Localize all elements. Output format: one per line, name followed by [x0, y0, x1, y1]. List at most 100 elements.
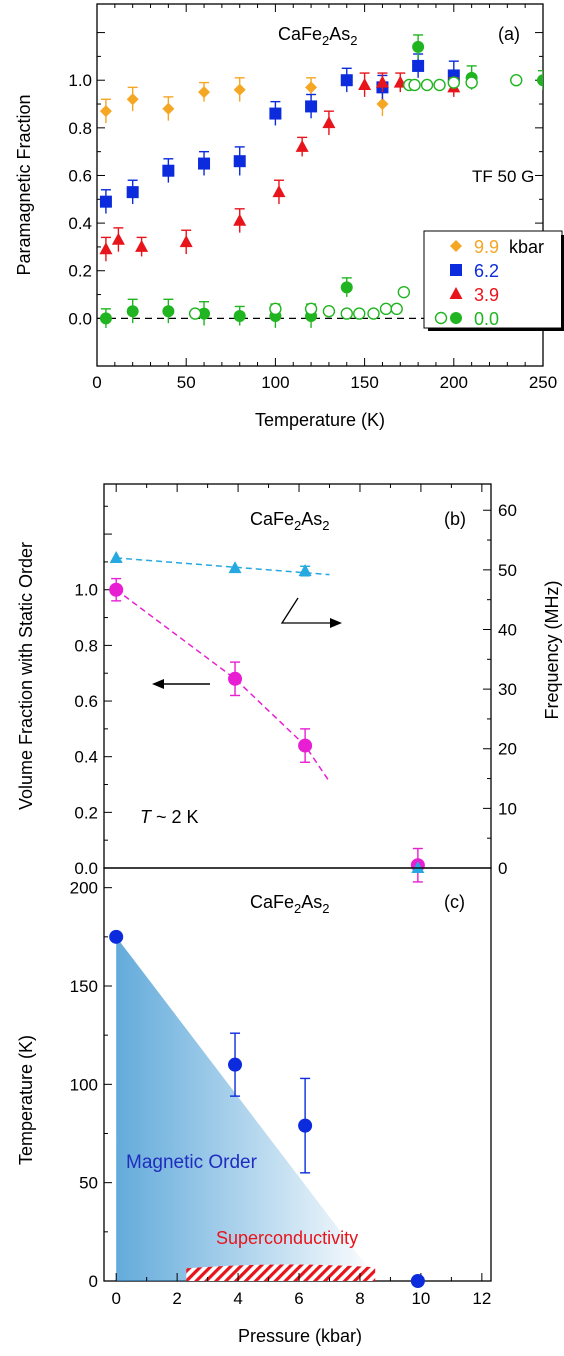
data-point [135, 239, 149, 252]
series-1 [99, 53, 460, 214]
data-point [353, 307, 366, 320]
legend-marker [449, 287, 463, 299]
y-tick-label: 0.0 [74, 859, 98, 878]
panel-b-ylabel-left: Volume Fraction with Static Order [16, 542, 36, 810]
data-point [465, 76, 478, 89]
y-tick-label-right: 10 [498, 799, 517, 818]
y-tick-label: 1.0 [68, 71, 92, 90]
data-point [99, 105, 112, 118]
x-tick-label: 4 [233, 1289, 242, 1308]
data-point [111, 232, 125, 245]
panel-c-ylabel: Temperature (K) [16, 1035, 36, 1165]
x-tick-label: 200 [440, 373, 468, 392]
y-tick-label: 50 [79, 1174, 98, 1193]
panel-a: 0 50 100 150 200 250 0.0 0.2 0.4 0.6 0.8 1.0 CaFe2A… [14, 3, 564, 430]
data-point [198, 157, 211, 170]
left-axis-arrow [152, 679, 210, 689]
data-point [537, 74, 543, 87]
data-point [233, 309, 246, 322]
data-point [228, 671, 243, 686]
data-point [126, 186, 139, 199]
y-tick-label: 0.2 [68, 262, 92, 281]
panel-a-frame [96, 3, 544, 367]
data-point [109, 929, 124, 944]
legend-marker [450, 264, 462, 276]
magnetic-order-label: Magnetic Order [126, 1152, 258, 1173]
y-tick-label-right: 60 [498, 501, 517, 520]
data-point [340, 281, 353, 294]
series-2 [99, 72, 461, 262]
x-tick-label: 10 [411, 1289, 430, 1308]
data-point [410, 1274, 425, 1288]
x-tick-label: 8 [355, 1289, 364, 1308]
panel-a-annotation-field: TF 50 G [472, 167, 534, 186]
x-tick-label: 12 [472, 1289, 491, 1308]
panel-a-label: (a) [498, 24, 520, 44]
y-tick-label: 0.6 [68, 166, 92, 185]
data-point [162, 305, 175, 318]
panel-a-legend: 9.9 kbar 6.2 3.9 0.0 [423, 230, 564, 331]
data-point [305, 81, 318, 94]
data-point [376, 98, 389, 111]
data-point [99, 242, 113, 255]
data-point [298, 1118, 313, 1133]
data-point [126, 93, 139, 106]
series-0 [109, 929, 425, 1288]
y-tick-label: 0.4 [74, 748, 98, 767]
data-point [99, 195, 112, 208]
data-point [295, 139, 309, 152]
panel-c-label: (c) [444, 892, 465, 912]
data-point [367, 307, 380, 320]
data-point [379, 302, 393, 316]
series-1 [109, 550, 425, 873]
x-tick-label: 0 [92, 373, 101, 392]
legend-shadow-side [561, 235, 564, 331]
data-point [162, 102, 175, 115]
right-axis-arrow [280, 597, 342, 628]
data-point [375, 75, 389, 88]
series-4 [188, 74, 523, 320]
panel-b-title: CaFe2As2 [250, 509, 330, 533]
y-tick-label: 0.0 [68, 309, 92, 328]
data-point [233, 155, 246, 168]
data-point [298, 564, 312, 577]
y-tick-label-right: 0 [498, 859, 507, 878]
panel-a-xlabel: Temperature (K) [255, 410, 385, 430]
data-point [298, 738, 313, 753]
panel-b: 0.0 0.2 0.4 0.6 0.8 1.0 0 10 20 30 40 50 60 CaFe2As2… [16, 483, 562, 883]
legend-box [423, 230, 563, 329]
data-point [228, 561, 242, 574]
panel-b-ticks: 0.0 0.2 0.4 0.6 0.8 1.0 0 10 20 30 40 50 60 [74, 484, 517, 878]
superconductivity-region [186, 1264, 376, 1281]
x-tick-label: 2 [172, 1289, 181, 1308]
legend-label: 6.2 [474, 261, 499, 281]
y-tick-label-right: 40 [498, 620, 517, 639]
magnetic-order-region [116, 936, 379, 1281]
data-point [340, 307, 353, 320]
data-point [305, 100, 318, 113]
legend-label: 9.9 [474, 237, 499, 257]
data-point [304, 302, 318, 316]
data-point [322, 305, 336, 318]
data-point [233, 213, 247, 226]
y-tick-label: 1.0 [74, 581, 98, 600]
panel-c-xlabel: Pressure (kbar) [238, 1326, 362, 1346]
data-point [162, 164, 175, 177]
superconductivity-label: Superconductivity [216, 1228, 358, 1248]
legend-label: 3.9 [474, 285, 499, 305]
x-tick-label: 100 [261, 373, 289, 392]
data-point [510, 74, 523, 87]
data-point [109, 550, 123, 563]
panel-b-ylabel-right: Frequency (MHz) [542, 580, 562, 719]
y-tick-label: 0.2 [74, 803, 98, 822]
legend-label: 0.0 [474, 309, 499, 329]
legend-marker [450, 240, 462, 252]
data-point [198, 86, 211, 99]
panel-a-ylabel: Paramagnetic Fraction [14, 94, 34, 275]
data-point [397, 285, 411, 299]
y-tick-label: 0.4 [68, 214, 92, 233]
y-tick-label: 200 [70, 879, 98, 898]
x-tick-label: 0 [111, 1289, 120, 1308]
y-tick-label-right: 50 [498, 561, 517, 580]
y-tick-label: 0.6 [74, 692, 98, 711]
